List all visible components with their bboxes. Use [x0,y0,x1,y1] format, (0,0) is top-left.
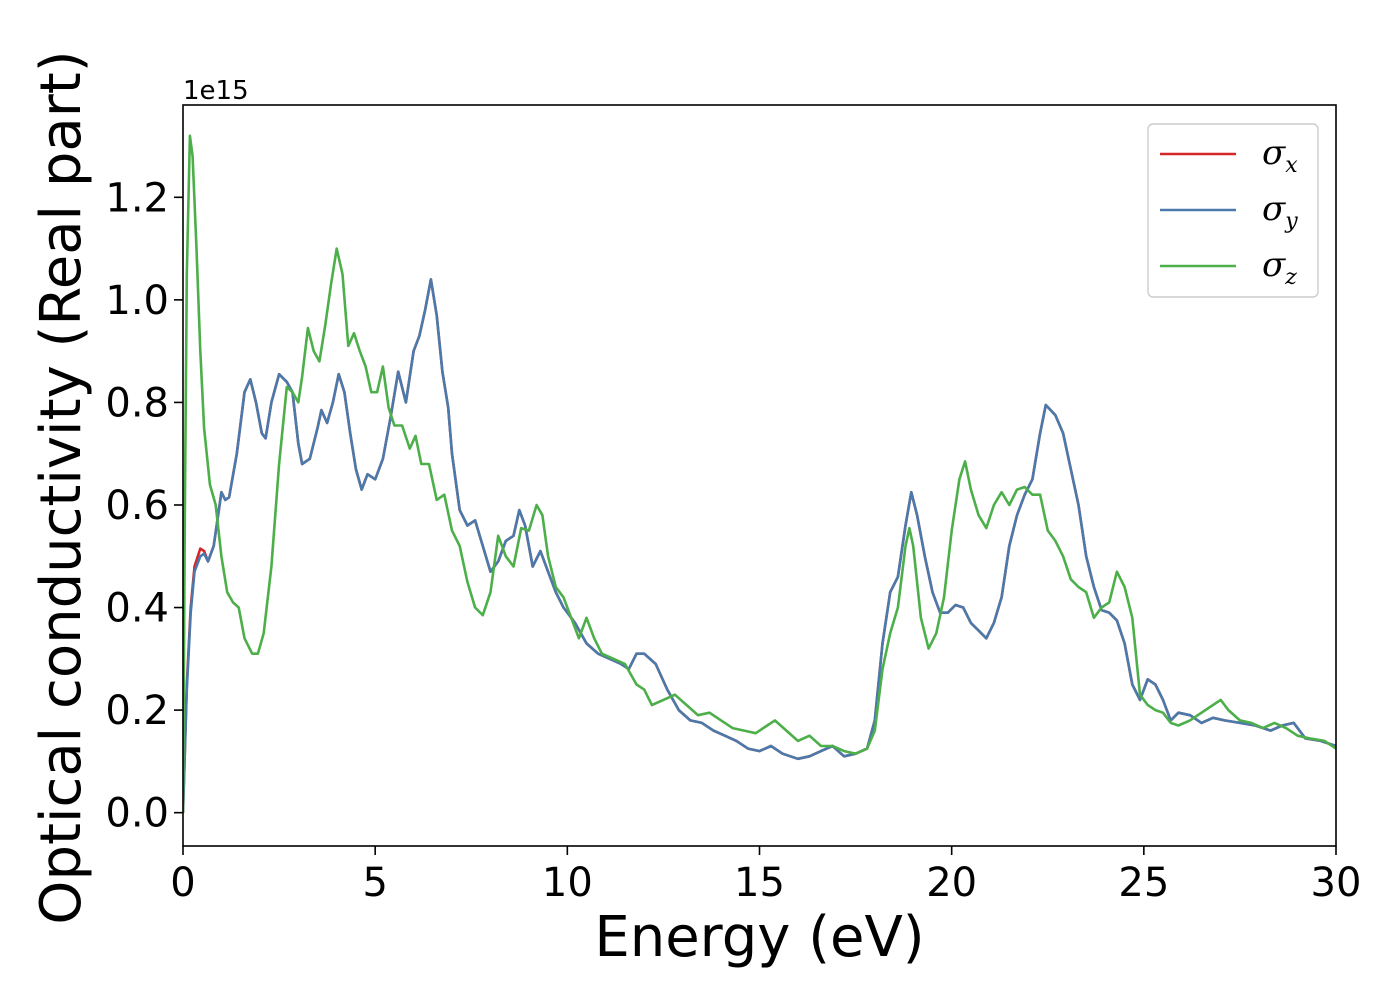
x-tick-label: 15 [734,860,785,906]
y-tick-label: 0.2 [105,688,169,734]
y-tick-label: 1.2 [105,175,169,221]
x-tick-label: 25 [1118,860,1169,906]
series-group [183,134,1336,813]
legend-label: σx [1262,133,1298,178]
y-tick-label: 0.6 [105,483,169,529]
x-tick-label: 5 [362,860,387,906]
legend-item-sigma-z: σz [1160,245,1297,290]
y-axis-label: Optical conductivity (Real part) [29,50,94,924]
y-tick-label: 0.0 [105,791,169,837]
x-tick-label: 0 [170,860,195,906]
series-line-sigma-y [183,278,1336,813]
plot-area [182,104,1337,847]
legend-label: σy [1262,189,1298,234]
x-tick-label: 10 [542,860,593,906]
y-axis: 0.0 0.2 0.4 0.6 0.8 1.0 1.2 [105,175,183,837]
legend-label: σz [1262,245,1297,290]
y-offset-label: 1e15 [183,76,249,106]
x-axis-label: Energy (eV) [594,905,924,970]
series-line-sigma-z [183,134,1336,813]
x-tick-label: 30 [1311,860,1362,906]
legend: σx σy σz [1147,123,1319,298]
x-axis: 0 5 10 15 20 25 30 [170,846,1361,906]
legend-item-sigma-y: σy [1160,189,1298,234]
y-tick-label: 0.8 [105,380,169,426]
legend-item-sigma-x: σx [1160,133,1298,178]
y-tick-label: 1.0 [105,278,169,324]
x-tick-label: 20 [926,860,977,906]
y-tick-label: 0.4 [105,586,169,632]
